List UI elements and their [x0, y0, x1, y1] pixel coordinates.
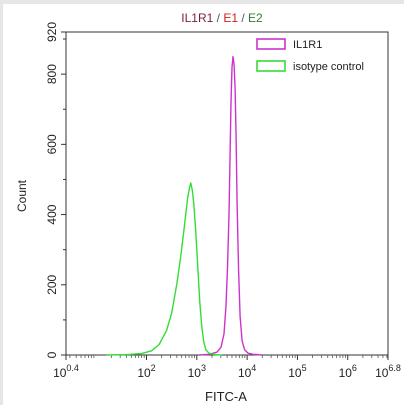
y-tick-label: 400	[45, 204, 59, 224]
series-line-isotype-control	[106, 182, 223, 356]
legend-label: isotype control	[293, 61, 364, 73]
legend-swatch	[256, 38, 286, 50]
axes	[65, 31, 389, 356]
series-line-il1r1	[199, 55, 263, 356]
frame-top-border	[0, 0, 404, 4]
y-tick-label: 0	[45, 351, 59, 358]
title-part-4: E2	[248, 11, 263, 25]
title-part-0: IL1R1	[181, 11, 213, 25]
title-part-1: /	[213, 11, 223, 25]
y-tick-label: 800	[45, 64, 59, 84]
frame-left-border	[0, 0, 3, 405]
x-tick-label: 100.4	[53, 363, 79, 380]
x-axis-ticks: 100.4 102 103 104 105 106 106.8	[53, 355, 401, 380]
plot-frame	[65, 31, 389, 356]
x-tick-label: 106.8	[375, 363, 401, 380]
y-tick-label: 920	[45, 22, 59, 42]
y-tick-label: 200	[45, 274, 59, 294]
y-tick-label: 600	[45, 134, 59, 154]
x-tick-label: 106	[339, 363, 357, 380]
x-tick-label: 105	[288, 363, 306, 380]
x-tick-label: 103	[188, 363, 206, 380]
title-part-2: E1	[223, 11, 238, 25]
title-part-3: /	[238, 11, 248, 25]
legend: IL1R1 isotype control	[256, 38, 364, 73]
x-tick-label: 104	[238, 363, 256, 380]
x-axis-label: FITC-A	[205, 389, 247, 404]
x-tick-label: 102	[137, 363, 155, 380]
y-axis-label: Count	[15, 179, 29, 212]
legend-swatch	[256, 60, 286, 72]
legend-label: IL1R1	[293, 39, 322, 51]
chart-title: IL1R1 / E1 / E2	[181, 11, 263, 25]
y-axis-ticks: 0 200 400 600 800 920	[45, 22, 66, 358]
series-layer	[106, 55, 263, 356]
